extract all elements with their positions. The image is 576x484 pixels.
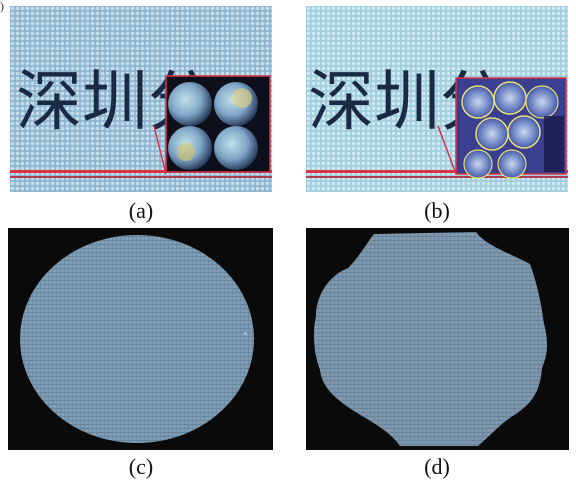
panel-c-array xyxy=(20,235,254,443)
caption-d: (d) xyxy=(424,454,450,479)
panel-b-inset xyxy=(455,77,567,179)
panel-b-image: 深圳分 xyxy=(306,6,568,192)
panel-d-array xyxy=(313,232,548,446)
panel-d-image xyxy=(306,228,569,450)
panel-a-image: 深圳分 xyxy=(10,6,272,192)
caption-a: (a) xyxy=(128,198,154,223)
panel-c-image xyxy=(8,228,273,450)
panel-a-inset xyxy=(165,75,271,173)
caption-c: (c) xyxy=(128,454,154,479)
corner-mark: ) xyxy=(0,0,4,13)
caption-b: (b) xyxy=(424,198,450,223)
